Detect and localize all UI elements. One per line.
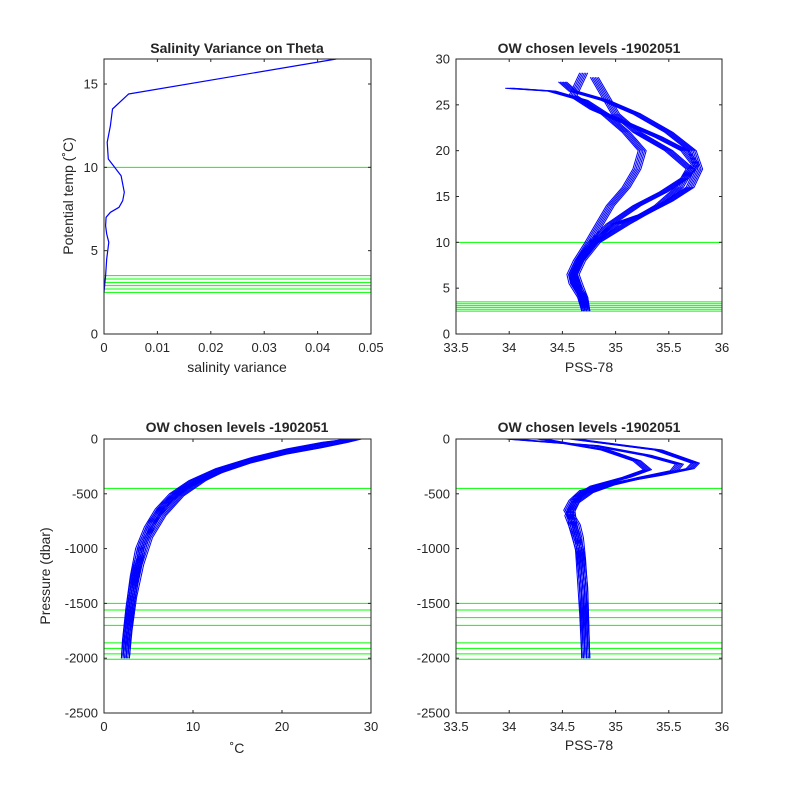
- y-tick-label: 15: [436, 189, 450, 204]
- y-tick-label: -1000: [65, 541, 98, 556]
- x-tick-label: 0.03: [252, 340, 277, 355]
- x-axis-label: salinity variance: [187, 359, 287, 375]
- y-tick-label: 5: [443, 281, 450, 296]
- y-tick-label: 0: [443, 327, 450, 342]
- plot-marks: [104, 438, 371, 660]
- y-tick-label: -2500: [65, 706, 98, 721]
- y-tick-label: 10: [84, 160, 98, 175]
- profile-line: [103, 58, 337, 293]
- axes-frame: [103, 58, 372, 335]
- y-tick-label: 0: [91, 327, 98, 342]
- x-tick-label: 36: [715, 340, 729, 355]
- y-tick-label: 5: [91, 243, 98, 258]
- profile-line: [537, 438, 644, 659]
- x-tick-label: 34.5: [550, 719, 575, 734]
- chart-title: OW chosen levels -1902051: [146, 419, 329, 435]
- plot-marks: [103, 58, 371, 293]
- chart-title: Salinity Variance on Theta: [150, 40, 324, 56]
- x-tick-label: 30: [364, 719, 378, 734]
- y-tick-label: 30: [436, 52, 450, 67]
- profile-line: [513, 438, 684, 659]
- plot-marks: [456, 72, 722, 312]
- x-tick-label: 35.5: [656, 340, 681, 355]
- x-tick-label: 0.04: [305, 340, 330, 355]
- axis-ticks: 0 0.01 0.02 0.03 0.04 0.05 0 5 10 15: [84, 59, 384, 355]
- y-axis-label: Pressure (dbar): [37, 527, 53, 624]
- x-axis-label: PSS-78: [565, 737, 613, 753]
- x-axis-label: PSS-78: [565, 359, 613, 375]
- axis-ticks: 33.5 34 34.5 35 35.5 36 -2500 -2000 -1500 -1000 -5…: [417, 432, 729, 735]
- y-tick-label: -2000: [65, 651, 98, 666]
- x-tick-label: 0: [100, 719, 107, 734]
- axes-frame: [455, 438, 723, 714]
- x-tick-label: 0: [100, 340, 107, 355]
- x-tick-label: 34: [502, 340, 516, 355]
- x-tick-label: 0.05: [358, 340, 383, 355]
- y-tick-label: 20: [436, 143, 450, 158]
- profile-line: [568, 72, 692, 312]
- panel-salinity-theta: OW chosen levels -1902051 33.5 34 34.5 35 35…: [436, 40, 730, 375]
- axis-ticks: 0 10 20 30 -2500 -2000 -1500 -1000 -500 0: [65, 432, 378, 735]
- profile-line: [573, 72, 697, 312]
- y-tick-label: -1000: [417, 541, 450, 556]
- axes-frame: [103, 438, 372, 714]
- x-tick-label: 35: [608, 340, 622, 355]
- profile-line: [570, 72, 694, 312]
- profile-line: [128, 438, 353, 659]
- profile-line: [578, 77, 695, 312]
- x-tick-label: 35.5: [656, 719, 681, 734]
- y-tick-label: -500: [424, 486, 450, 501]
- y-tick-label: -1500: [65, 596, 98, 611]
- profile-line: [128, 438, 358, 659]
- profile-line: [576, 72, 700, 312]
- y-tick-label: -500: [72, 486, 98, 501]
- profile-line: [574, 72, 699, 312]
- y-axis-label: Potential temp (˚C): [60, 137, 76, 254]
- panel-temperature-pressure: OW chosen levels -1902051 0 10 20 30 -2500 -2…: [37, 419, 378, 756]
- x-tick-label: 10: [186, 719, 200, 734]
- profile-line: [571, 72, 696, 312]
- y-tick-label: 0: [443, 432, 450, 447]
- y-tick-label: 15: [84, 77, 98, 92]
- x-tick-label: 33.5: [443, 340, 468, 355]
- y-tick-label: -2500: [417, 706, 450, 721]
- x-tick-label: 33.5: [443, 719, 468, 734]
- x-tick-label: 34: [502, 719, 516, 734]
- profile-line: [577, 77, 693, 312]
- x-tick-label: 36: [715, 719, 729, 734]
- x-tick-label: 20: [275, 719, 289, 734]
- chart-title: OW chosen levels -1902051: [498, 419, 681, 435]
- plot-marks: [456, 438, 722, 660]
- panel-salinity-pressure: OW chosen levels -1902051 33.5 34 34.5 35 35…: [417, 419, 729, 753]
- x-axis-label: ˚C: [230, 740, 245, 756]
- y-tick-label: 10: [436, 235, 450, 250]
- y-tick-label: 0: [91, 432, 98, 447]
- x-tick-label: 0.02: [198, 340, 223, 355]
- x-tick-label: 35: [608, 719, 622, 734]
- y-tick-label: -2000: [417, 651, 450, 666]
- chart-title: OW chosen levels -1902051: [498, 40, 681, 56]
- y-tick-label: -1500: [417, 596, 450, 611]
- axis-ticks: 33.5 34 34.5 35 35.5 36 0 5 10 15 20 25 30: [436, 52, 730, 356]
- x-tick-label: 0.01: [145, 340, 170, 355]
- y-tick-label: 25: [436, 97, 450, 112]
- panel-salinity-variance: Salinity Variance on Theta 0 0.01 0.02 0.03…: [60, 40, 384, 375]
- x-tick-label: 34.5: [550, 340, 575, 355]
